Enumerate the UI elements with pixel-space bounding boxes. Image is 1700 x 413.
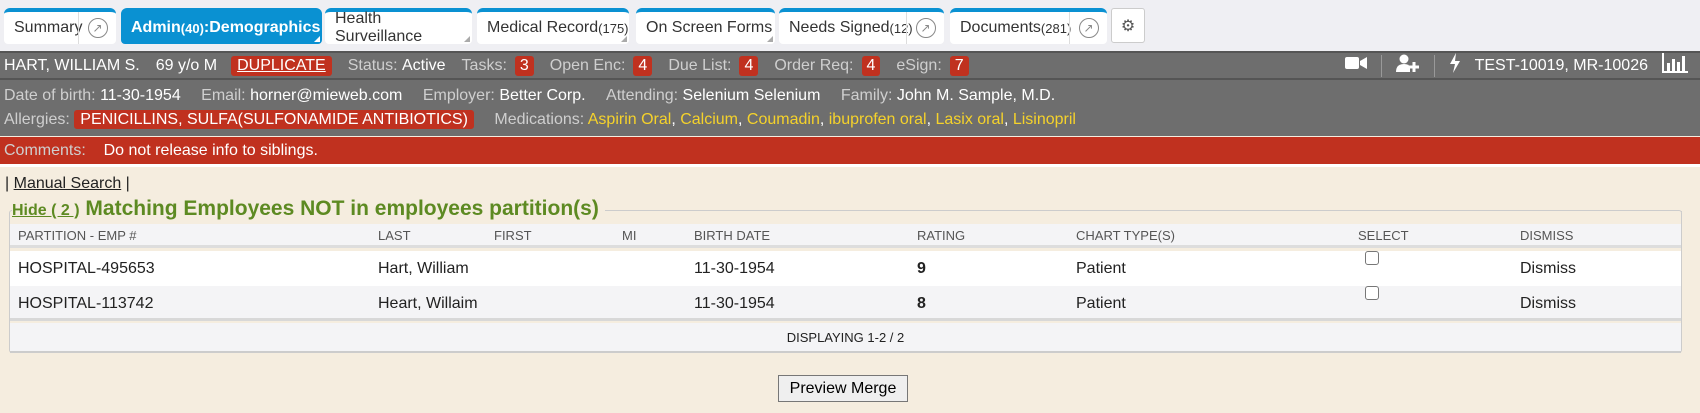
video-camera-icon[interactable] [1344, 55, 1367, 76]
section-title: Hide ( 2 ) Matching Employees NOT in emp… [12, 197, 605, 221]
lightning-icon[interactable] [1449, 53, 1461, 78]
medication-link[interactable]: ibuprofen oral [828, 111, 927, 128]
patient-header: HART, WILLIAM S. 69 y/o M DUPLICATE Stat… [0, 51, 1700, 80]
select-checkbox[interactable] [1365, 251, 1379, 265]
medication-link[interactable]: Lasix oral [935, 111, 1004, 128]
comments-bar: Comments: Do not release info to sibling… [0, 137, 1700, 167]
manual-search-nav: | Manual Search | [5, 175, 130, 192]
dismiss-link[interactable]: Dismiss [1520, 260, 1576, 277]
divider [1380, 54, 1382, 77]
hide-link[interactable]: Hide ( 2 ) [12, 202, 80, 219]
esign-badge[interactable]: 7 [949, 55, 969, 76]
dropdown-corner-icon [314, 36, 320, 42]
order-req-badge[interactable]: 4 [861, 55, 881, 76]
tab-bar: Summary ↗ Admin (40):Demographics Health … [0, 0, 1700, 51]
table-row: HOSPITAL-495653 Hart, William 11-30-1954… [10, 251, 1681, 286]
dismiss-link[interactable]: Dismiss [1520, 295, 1576, 312]
table-row: HOSPITAL-113742 Heart, Willaim 11-30-195… [10, 286, 1681, 321]
dropdown-corner-icon [767, 36, 773, 42]
duplicate-link[interactable]: DUPLICATE [231, 55, 332, 76]
manual-search-link[interactable]: Manual Search [13, 175, 122, 192]
add-user-icon[interactable] [1395, 54, 1420, 77]
medication-link[interactable]: Calcium [680, 111, 739, 128]
patient-info: Date of birth: 11-30-1954 Email: horner@… [0, 80, 1700, 136]
due-list-badge[interactable]: 4 [739, 55, 759, 76]
medication-link[interactable]: Aspirin Oral [587, 111, 672, 128]
table-header: PARTITION - EMP # LAST FIRST MI BIRTH DA… [10, 224, 1681, 248]
medication-link[interactable]: Lisinopril [1012, 111, 1076, 128]
allergies-badge: PENICILLINS, SULFA(SULFONAMIDE ANTIBIOTI… [74, 110, 474, 129]
tab-admin-demographics[interactable]: Admin (40):Demographics [121, 8, 322, 44]
open-external-icon[interactable]: ↗ [906, 12, 944, 44]
gears-settings-button[interactable]: ⚙ [1111, 8, 1145, 43]
medication-link[interactable]: Coumadin [746, 111, 820, 128]
tab-needs-signed[interactable]: Needs Signed (12) ↗ [779, 8, 944, 44]
open-external-icon[interactable]: ↗ [78, 12, 116, 44]
tab-medical-record[interactable]: Medical Record (175) [477, 8, 629, 44]
tab-on-screen-forms[interactable]: On Screen Forms [636, 8, 775, 44]
bar-chart-icon[interactable] [1662, 53, 1688, 78]
open-enc-badge[interactable]: 4 [633, 55, 653, 76]
dropdown-corner-icon [464, 36, 470, 42]
tasks-badge[interactable]: 3 [514, 55, 534, 76]
tab-health-surveillance[interactable]: Health Surveillance [325, 8, 472, 45]
open-external-icon[interactable]: ↗ [1069, 12, 1107, 44]
tab-summary[interactable]: Summary ↗ [4, 8, 116, 44]
divider [1433, 54, 1435, 77]
tab-documents[interactable]: Documents (281) ↗ [950, 8, 1107, 44]
gears-icon: ⚙ [1120, 17, 1136, 35]
preview-merge-button[interactable]: Preview Merge [778, 375, 908, 402]
matching-employees-table: PARTITION - EMP # LAST FIRST MI BIRTH DA… [9, 210, 1682, 353]
select-checkbox[interactable] [1365, 286, 1379, 300]
dropdown-corner-icon [621, 36, 627, 42]
table-footer: DISPLAYING 1-2 / 2 [10, 323, 1681, 353]
